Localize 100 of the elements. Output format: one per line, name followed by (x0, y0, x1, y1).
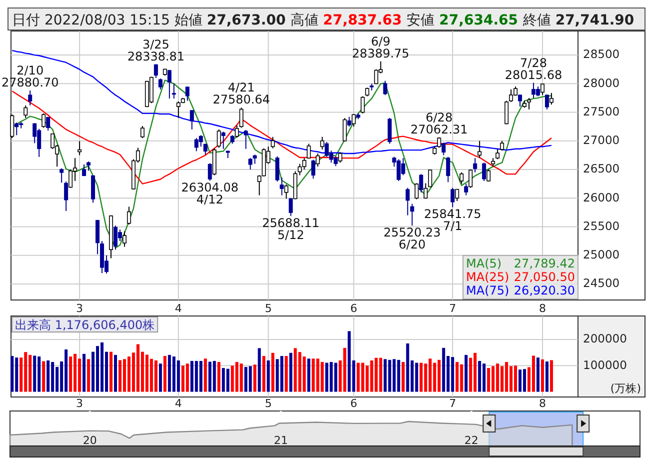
bar (33, 356, 36, 392)
annotation: 25688.11 5/12 (262, 216, 320, 242)
candlestick (544, 94, 549, 110)
bar (176, 360, 180, 392)
y-tick-label: 200000 (583, 332, 627, 346)
bar (226, 368, 230, 392)
x-tick-label: 4 (174, 397, 182, 410)
candlestick (96, 219, 100, 255)
y-tick-label: 25500 (583, 218, 620, 233)
x-tick-label: 7 (449, 302, 456, 315)
bar (248, 366, 252, 392)
annotation: 6/28 27062.31 (410, 110, 468, 136)
bar (289, 352, 292, 392)
candlestick (406, 187, 410, 216)
candlestick (82, 164, 86, 176)
chart-title: 日付 2022/08/03 15:15 始値 27,673.00 高値 27,837.63 安値 27,634.65 終値 27,741.90 (12, 12, 634, 28)
candlestick (221, 131, 226, 150)
bar (114, 354, 117, 392)
bar (262, 356, 266, 392)
bar (518, 370, 522, 392)
candlestick (311, 159, 316, 180)
bar (87, 359, 90, 392)
chart-title: 出来高 1,176,606,400株 (15, 318, 155, 332)
candlestick (24, 104, 28, 118)
candlestick (14, 122, 19, 136)
candlestick (518, 94, 522, 108)
bar (154, 360, 158, 392)
candlestick (460, 172, 464, 184)
bar (307, 358, 310, 392)
bar (10, 356, 14, 392)
candlestick (424, 182, 428, 200)
candlestick (42, 112, 46, 128)
bar (46, 360, 50, 392)
candlestick (280, 177, 284, 196)
y-tick-label: 26000 (583, 190, 620, 204)
bar (545, 361, 548, 392)
bar (82, 354, 86, 392)
bar (384, 359, 387, 392)
candlestick (464, 183, 468, 196)
candlestick (347, 116, 352, 128)
candlestick (244, 130, 248, 150)
candlestick (239, 107, 244, 128)
candlestick (383, 80, 388, 96)
annotation: 7/28 28015.68 (504, 56, 562, 82)
candlestick (122, 230, 126, 248)
candlestick (158, 78, 162, 90)
bar (356, 362, 360, 392)
candlestick (527, 97, 532, 110)
candlestick (320, 136, 324, 150)
x-tick-label: 4 (174, 302, 182, 315)
x-tick-label: 5 (264, 302, 272, 315)
candlestick (91, 174, 96, 204)
candlestick (172, 83, 176, 100)
text: MA(25) 27,050.50 (466, 270, 575, 284)
candlestick (288, 198, 293, 216)
candlestick (270, 136, 275, 149)
x-tick-label: 8 (538, 302, 546, 315)
bar (456, 362, 459, 392)
candlestick (478, 140, 482, 159)
bar (284, 356, 288, 392)
candlestick (388, 117, 392, 144)
x-tick-label: 20 (82, 434, 97, 447)
candlestick (68, 169, 73, 188)
candlestick (338, 152, 342, 164)
candlestick (419, 174, 424, 193)
bar (266, 360, 270, 392)
annotation: 4/21 27580.64 (212, 80, 270, 107)
candlestick (549, 92, 554, 106)
bar (325, 362, 328, 392)
bar (540, 359, 544, 392)
bar (258, 348, 261, 392)
bar (158, 364, 162, 392)
x-tick-label: 5 (264, 397, 272, 410)
y-axis-title: (万株) (610, 382, 641, 395)
bar (478, 360, 482, 392)
candlestick (360, 96, 365, 114)
candlestick (126, 206, 131, 225)
bar (42, 361, 46, 392)
bar (186, 364, 189, 392)
candlestick (486, 169, 491, 182)
candlestick (86, 160, 91, 172)
bar (253, 364, 256, 392)
candlestick (100, 240, 104, 274)
y-tick-label: 27000 (583, 133, 620, 148)
y-tick-label: 25000 (583, 248, 620, 262)
candlestick (468, 169, 473, 188)
candlestick (509, 88, 514, 102)
bar (536, 358, 540, 392)
annotation: 25520.23 6/20 (384, 226, 441, 252)
bar (442, 348, 446, 392)
candlestick (154, 64, 158, 78)
candlestick (185, 86, 190, 102)
candlestick (198, 134, 203, 148)
candlestick (540, 83, 544, 96)
candlestick (410, 203, 414, 226)
text: MA(75) 26,920.30 (466, 284, 575, 298)
bar (487, 368, 490, 392)
bar (406, 343, 410, 392)
candlestick (482, 162, 486, 182)
y-tick-label: 27500 (583, 104, 620, 118)
